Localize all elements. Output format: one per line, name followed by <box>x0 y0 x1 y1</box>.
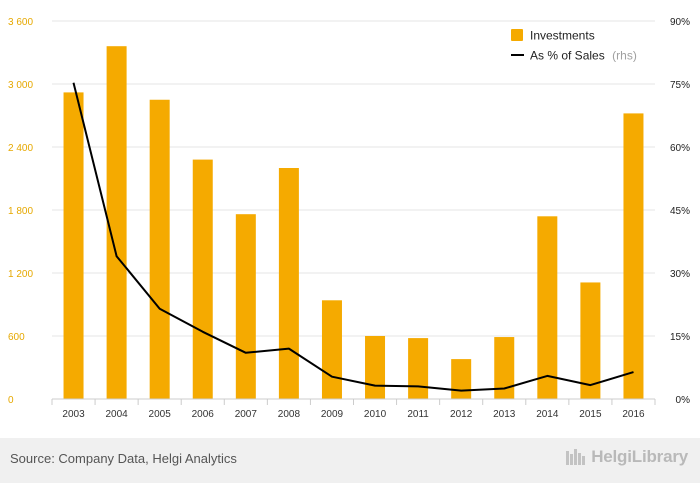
investment-bar <box>149 99 170 399</box>
x-axis-tick-label: 2010 <box>364 409 387 420</box>
investment-bar <box>408 338 429 399</box>
investment-bar <box>580 282 601 399</box>
left-axis-tick-label: 3 000 <box>8 80 33 91</box>
axes: 0 600 1 200 1 800 2 400 3 000 3 600 0% 15% 30% 45%… <box>8 17 690 420</box>
right-axis-tick-label: 0% <box>676 395 691 406</box>
legend: Investments As % of Sales (rhs) <box>511 29 637 64</box>
left-axis-tick-label: 0 <box>8 395 14 406</box>
x-axis-tick-label: 2011 <box>407 409 429 420</box>
x-axis-tick-label: 2004 <box>105 409 128 420</box>
x-axis-tick-label: 2009 <box>321 409 344 420</box>
left-axis-tick-label: 2 400 <box>8 143 33 154</box>
investment-bar <box>278 168 299 399</box>
investment-bar <box>623 113 644 400</box>
investment-bars <box>63 46 644 400</box>
right-axis-tick-label: 90% <box>670 17 690 28</box>
investment-bar <box>106 46 127 399</box>
x-axis-tick-label: 2012 <box>450 409 473 420</box>
legend-percent-label: As % of Sales (rhs) <box>530 47 637 64</box>
left-axis-tick-label: 600 <box>8 332 25 343</box>
x-axis-tick-label: 2007 <box>235 409 258 420</box>
x-axis-tick-label: 2008 <box>278 409 301 420</box>
right-axis-tick-label: 30% <box>670 269 690 280</box>
x-axis-tick-label: 2014 <box>536 409 559 420</box>
legend-investments-swatch <box>511 29 523 41</box>
investment-bar <box>192 159 213 399</box>
x-axis-tick-label: 2006 <box>192 409 215 420</box>
x-axis-tick-label: 2016 <box>622 409 645 420</box>
x-axis-tick-label: 2013 <box>493 409 516 420</box>
investment-bar <box>235 214 256 399</box>
right-axis-tick-label: 15% <box>670 332 690 343</box>
right-axis-tick-label: 60% <box>670 143 690 154</box>
left-axis-tick-label: 3 600 <box>8 17 33 28</box>
investment-bar <box>537 216 558 399</box>
left-axis-tick-label: 1 200 <box>8 269 33 280</box>
x-axis-tick-label: 2005 <box>149 409 172 420</box>
legend-investments-label: Investments <box>530 29 595 43</box>
left-axis-tick-label: 1 800 <box>8 206 33 217</box>
right-axis-tick-label: 75% <box>670 80 690 91</box>
gridlines <box>52 20 655 400</box>
investment-bar <box>321 300 342 399</box>
x-axis-tick-label: 2003 <box>62 409 85 420</box>
helgi-library-logo[interactable]: HelgiLibrary <box>565 447 688 467</box>
x-axis-tick-label: 2015 <box>579 409 602 420</box>
chart: 0 600 1 200 1 800 2 400 3 000 3 600 0% 15% 30% 45%… <box>8 17 690 420</box>
investment-bar <box>451 359 472 399</box>
percent-of-sales-line <box>72 82 634 392</box>
source-note: Source: Company Data, Helgi Analytics <box>10 451 237 466</box>
percent-of-sales-polyline <box>72 82 634 392</box>
logo-text: HelgiLibrary <box>591 447 688 466</box>
investment-bar <box>63 92 84 400</box>
investment-bar <box>365 336 386 399</box>
investment-bar <box>494 337 515 399</box>
right-axis-tick-label: 45% <box>670 206 690 217</box>
helgi-library-logo-icon <box>566 449 586 465</box>
